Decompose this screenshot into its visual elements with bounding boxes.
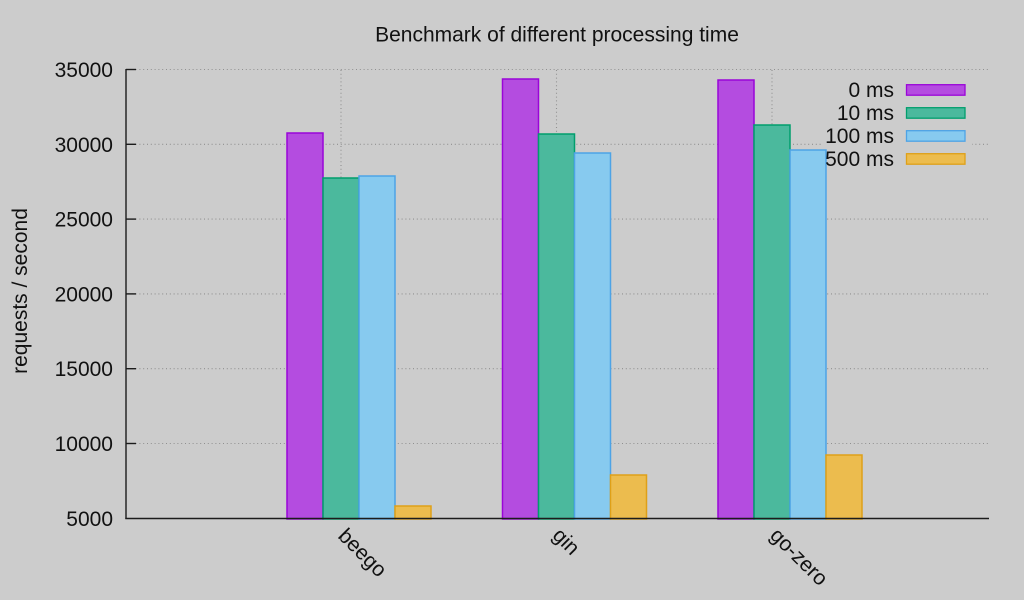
svg-text:15000: 15000: [55, 358, 113, 381]
svg-text:500 ms: 500 ms: [825, 148, 894, 171]
svg-text:10000: 10000: [55, 433, 113, 456]
svg-text:35000: 35000: [55, 59, 113, 82]
svg-text:20000: 20000: [55, 283, 113, 306]
svg-text:requests / second: requests / second: [9, 208, 32, 374]
svg-text:10 ms: 10 ms: [837, 102, 894, 125]
svg-text:30000: 30000: [55, 134, 113, 157]
svg-text:5000: 5000: [66, 508, 113, 531]
svg-text:0 ms: 0 ms: [848, 79, 894, 102]
svg-text:Benchmark of different process: Benchmark of different processing time: [375, 24, 739, 47]
svg-text:100 ms: 100 ms: [825, 125, 894, 148]
svg-text:25000: 25000: [55, 209, 113, 232]
